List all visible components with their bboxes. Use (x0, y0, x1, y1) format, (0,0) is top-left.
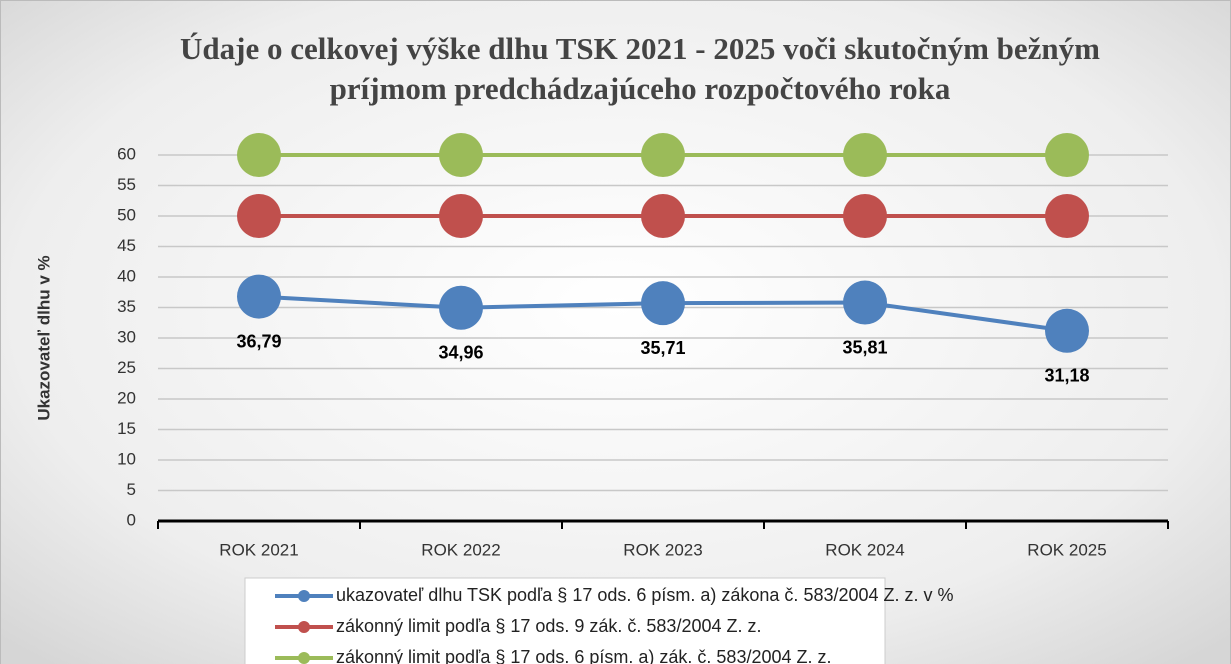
data-label: 35,81 (842, 337, 887, 357)
y-tick-label: 30 (117, 327, 136, 346)
marker (843, 194, 887, 238)
marker (237, 274, 281, 319)
marker (641, 194, 685, 238)
legend-marker (298, 590, 310, 602)
data-label: 35,71 (640, 338, 685, 358)
legend (244, 577, 886, 664)
x-tick-label: ROK 2023 (623, 540, 702, 559)
marker (1045, 194, 1089, 238)
y-tick-label: 35 (117, 297, 136, 316)
marker (641, 281, 685, 326)
legend-label: zákonný limit podľa § 17 ods. 6 písm. a)… (336, 647, 832, 664)
x-tick-label: ROK 2024 (825, 540, 904, 559)
x-tick-label: ROK 2021 (219, 540, 298, 559)
y-tick-label: 45 (117, 236, 136, 255)
data-label: 36,79 (236, 331, 281, 351)
chart-title: Údaje o celkovej výške dlhu TSK 2021 - 2… (180, 31, 1100, 66)
legend-label: zákonný limit podľa § 17 ods. 9 zák. č. … (336, 616, 762, 636)
marker (237, 133, 281, 177)
x-tick-label: ROK 2025 (1027, 540, 1106, 559)
marker (843, 133, 887, 177)
x-tick-label: ROK 2022 (421, 540, 500, 559)
y-tick-label: 25 (117, 358, 136, 377)
legend-marker (298, 652, 310, 664)
data-label: 34,96 (438, 342, 483, 362)
marker (237, 194, 281, 238)
data-label: 31,18 (1044, 366, 1089, 386)
y-tick-label: 15 (117, 419, 136, 438)
y-tick-label: 20 (117, 388, 136, 407)
y-tick-label: 40 (117, 266, 136, 285)
marker (439, 285, 483, 330)
marker (439, 194, 483, 238)
y-axis-label: Ukazovateľ dlhu v % (34, 255, 53, 420)
marker (1045, 133, 1089, 177)
y-tick-label: 5 (127, 480, 136, 499)
marker (843, 280, 887, 325)
y-tick-label: 10 (117, 449, 136, 468)
chart-title: príjmom predchádzajúceho rozpočtového ro… (330, 71, 951, 106)
marker (439, 133, 483, 177)
y-tick-label: 55 (117, 175, 136, 194)
y-tick-label: 0 (127, 510, 136, 529)
legend-label: ukazovateľ dlhu TSK podľa § 17 ods. 6 pí… (336, 585, 954, 605)
y-tick-label: 50 (117, 205, 136, 224)
legend-marker (298, 621, 310, 633)
y-tick-label: 60 (117, 144, 136, 163)
marker (641, 133, 685, 177)
marker (1045, 308, 1089, 353)
